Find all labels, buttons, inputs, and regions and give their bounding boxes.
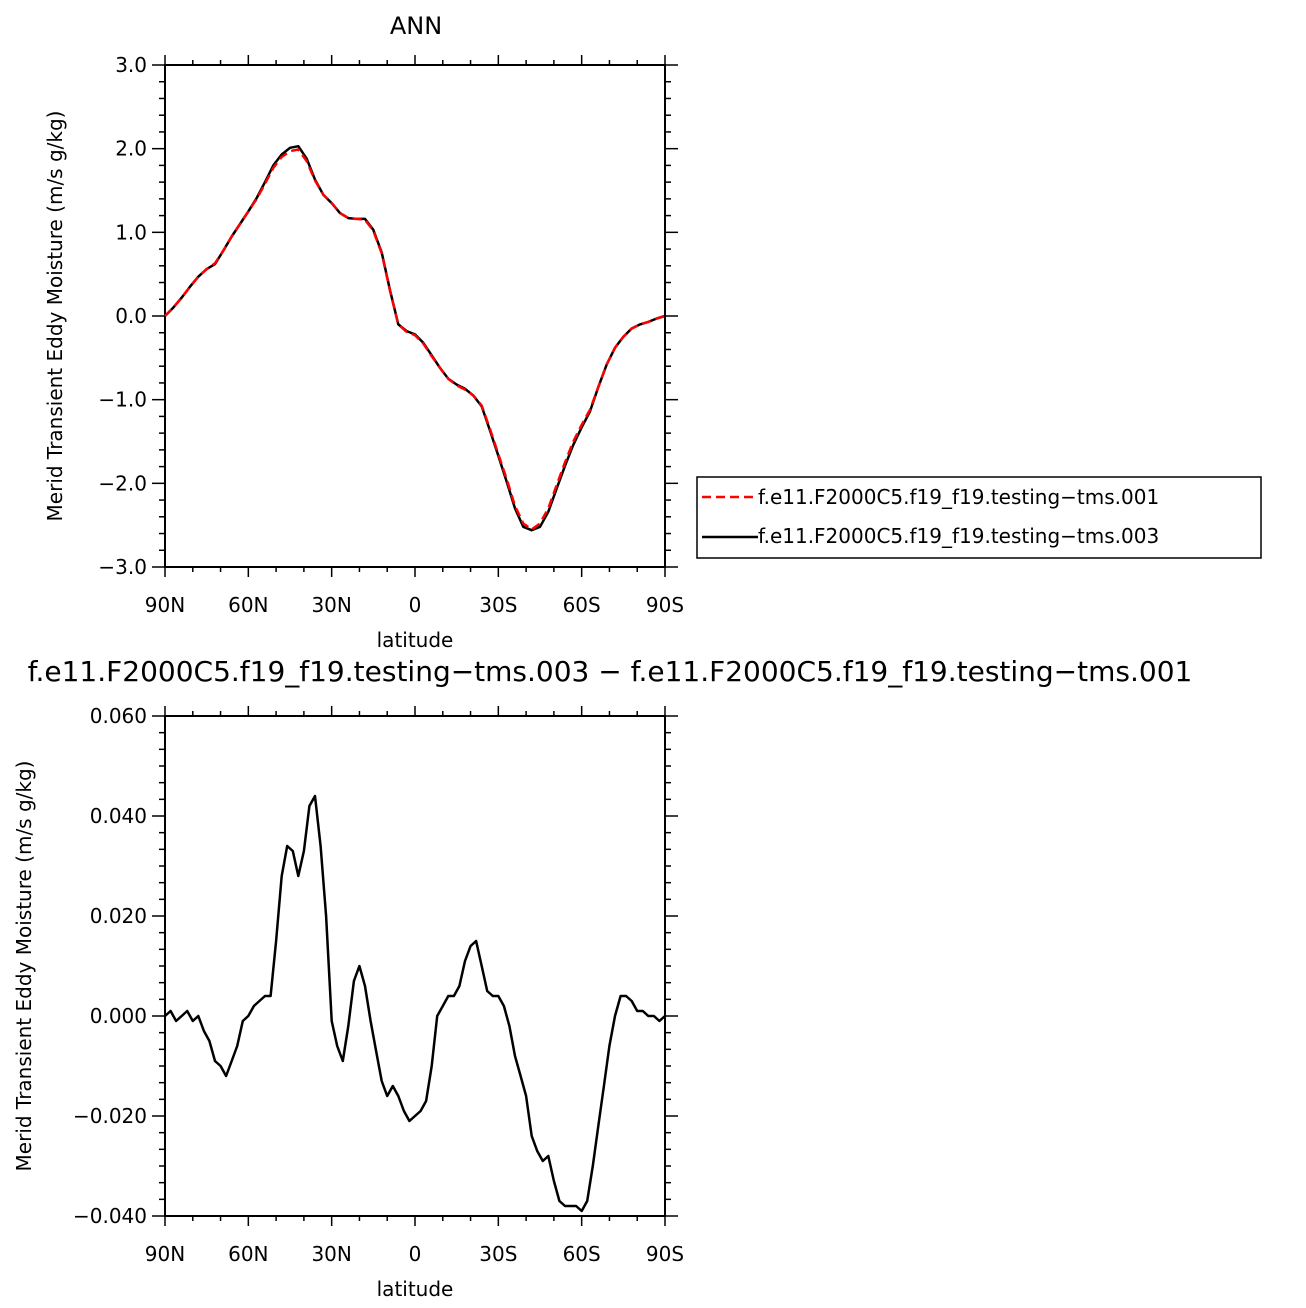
y-tick-label: −3.0 xyxy=(98,555,147,579)
y-tick-label: −2.0 xyxy=(98,471,147,495)
y-tick-label: 0.040 xyxy=(90,804,147,828)
x-tick-label: 90S xyxy=(646,1242,684,1266)
x-tick-label: 60S xyxy=(563,593,601,617)
y-tick-label: 0.000 xyxy=(90,1004,147,1028)
plot-frame xyxy=(164,715,666,1217)
axis-ticks xyxy=(152,55,678,577)
legend-label-001: f.e11.F2000C5.f19_f19.testing−tms.001 xyxy=(758,485,1159,509)
y-tick-label: −0.020 xyxy=(73,1104,147,1128)
annual-panel: ANN 90N 60N 30N 0 30S 60S 90S 3.0 2.0 1.0 0.0 −1.0… xyxy=(43,12,1262,652)
x-tick-labels: 90N 60N 30N 0 30S 60S 90S xyxy=(145,1242,684,1266)
x-tick-label: 60N xyxy=(228,1242,268,1266)
axis-ticks xyxy=(152,706,678,1226)
y-axis-title: Merid Transient Eddy Moisture (m/s g/kg) xyxy=(12,761,36,1172)
legend-label-003: f.e11.F2000C5.f19_f19.testing−tms.003 xyxy=(758,524,1159,548)
x-tick-label: 90N xyxy=(145,1242,185,1266)
x-axis-title: latitude xyxy=(377,628,454,652)
y-tick-label: 1.0 xyxy=(115,220,147,244)
y-tick-label: 3.0 xyxy=(115,53,147,77)
x-tick-label: 90N xyxy=(145,593,185,617)
legend: f.e11.F2000C5.f19_f19.testing−tms.001 f.… xyxy=(696,476,1262,559)
y-tick-labels: 3.0 2.0 1.0 0.0 −1.0 −2.0 −3.0 xyxy=(98,53,147,579)
y-tick-label: 2.0 xyxy=(115,137,147,161)
series-lines xyxy=(164,794,666,1213)
series-line-0 xyxy=(164,148,666,531)
x-tick-labels: 90N 60N 30N 0 30S 60S 90S xyxy=(145,593,684,617)
x-axis-title: latitude xyxy=(377,1277,454,1301)
x-tick-label: 30S xyxy=(479,1242,517,1266)
y-tick-label: −1.0 xyxy=(98,388,147,412)
x-tick-label: 0 xyxy=(409,1242,422,1266)
x-tick-label: 30N xyxy=(311,1242,351,1266)
legend-box xyxy=(696,476,1262,559)
y-tick-label: −0.040 xyxy=(73,1204,147,1228)
difference-panel: f.e11.F2000C5.f19_f19.testing−tms.003 − … xyxy=(12,655,1192,1301)
y-tick-label: 0.020 xyxy=(90,904,147,928)
x-tick-label: 30S xyxy=(479,593,517,617)
series-line-1 xyxy=(164,144,666,532)
series-line-0 xyxy=(164,794,666,1213)
plot-frame xyxy=(164,64,666,568)
y-tick-label: 0.0 xyxy=(115,304,147,328)
x-tick-label: 60S xyxy=(563,1242,601,1266)
plot-title: ANN xyxy=(390,12,442,40)
y-tick-label: 0.060 xyxy=(90,704,147,728)
x-tick-label: 90S xyxy=(646,593,684,617)
x-tick-label: 0 xyxy=(409,593,422,617)
y-tick-labels: 0.060 0.040 0.020 0.000 −0.020 −0.040 xyxy=(73,704,147,1228)
x-tick-label: 30N xyxy=(311,593,351,617)
x-tick-label: 60N xyxy=(228,593,268,617)
y-axis-title: Merid Transient Eddy Moisture (m/s g/kg) xyxy=(43,111,67,522)
series-lines xyxy=(164,144,666,532)
difference-title: f.e11.F2000C5.f19_f19.testing−tms.003 − … xyxy=(28,655,1193,688)
